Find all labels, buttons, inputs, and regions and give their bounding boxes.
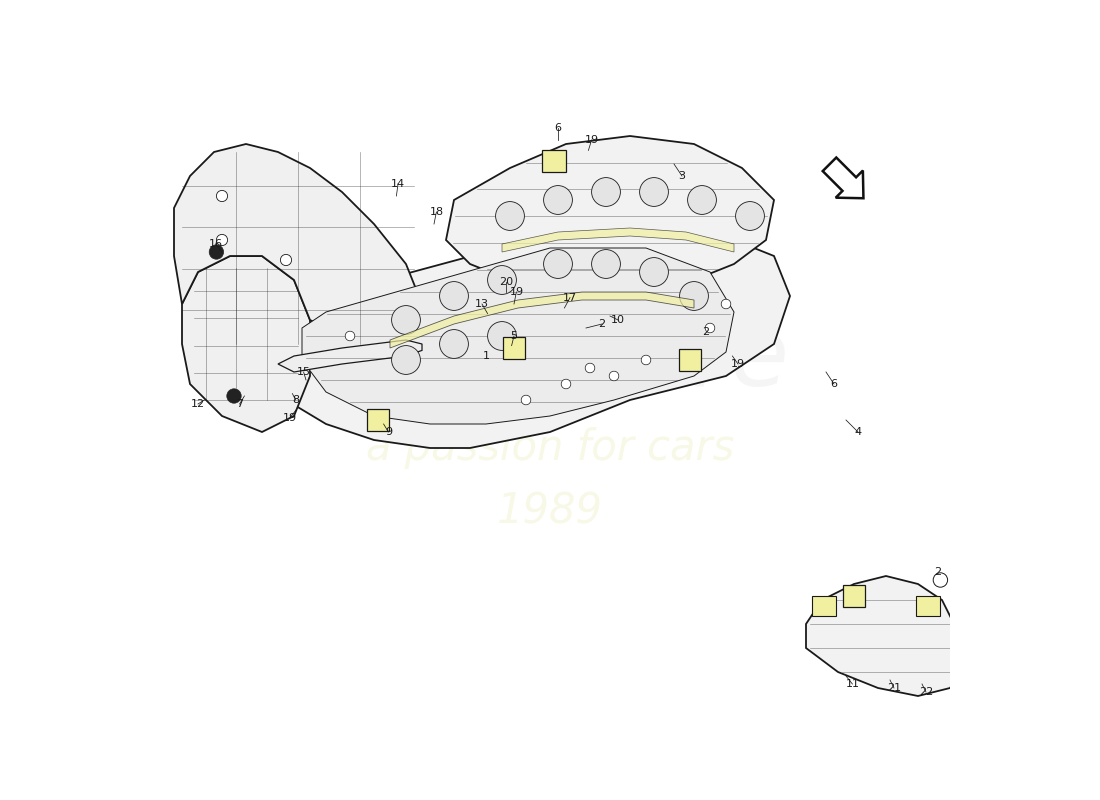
Text: 9: 9 [385, 427, 392, 437]
Circle shape [345, 331, 355, 341]
Text: 5: 5 [510, 331, 517, 341]
Text: 19: 19 [509, 287, 524, 297]
Polygon shape [446, 136, 774, 296]
Bar [366, 409, 389, 431]
Circle shape [639, 258, 669, 286]
Circle shape [440, 330, 469, 358]
Text: 18: 18 [429, 207, 443, 217]
Bar [503, 337, 525, 359]
Polygon shape [823, 158, 864, 198]
Polygon shape [502, 228, 734, 252]
Text: 1989: 1989 [497, 491, 603, 533]
Text: 6: 6 [830, 379, 837, 389]
Polygon shape [390, 292, 694, 348]
Circle shape [609, 371, 619, 381]
Text: 10: 10 [610, 315, 625, 325]
Text: 20: 20 [499, 277, 513, 286]
Circle shape [722, 299, 730, 309]
Text: 3: 3 [679, 171, 685, 181]
Text: 19: 19 [730, 359, 745, 369]
Circle shape [592, 178, 620, 206]
Text: 14: 14 [390, 179, 405, 189]
Bar [679, 349, 701, 371]
Text: 21: 21 [887, 683, 901, 693]
Text: a passion for cars: a passion for cars [366, 427, 734, 469]
Text: 11: 11 [846, 679, 859, 689]
Text: 1: 1 [483, 351, 490, 361]
Polygon shape [174, 144, 422, 352]
Circle shape [496, 202, 525, 230]
Circle shape [209, 245, 223, 259]
Circle shape [585, 363, 595, 373]
Text: 17: 17 [563, 293, 578, 302]
Circle shape [487, 322, 516, 350]
Bar [915, 596, 939, 616]
Polygon shape [182, 256, 310, 432]
Text: 2: 2 [598, 319, 606, 329]
Text: 6: 6 [554, 123, 561, 133]
Circle shape [521, 395, 531, 405]
Circle shape [933, 573, 947, 587]
Circle shape [639, 178, 669, 206]
Text: 8: 8 [292, 395, 299, 405]
Circle shape [217, 234, 228, 246]
Circle shape [217, 190, 228, 202]
Polygon shape [806, 576, 966, 696]
Circle shape [392, 346, 420, 374]
Text: eurospare: eurospare [310, 314, 790, 406]
Text: 19: 19 [584, 135, 598, 145]
Bar [812, 596, 836, 616]
Text: 16: 16 [209, 239, 222, 249]
Circle shape [688, 186, 716, 214]
Circle shape [227, 389, 241, 403]
Text: 2: 2 [934, 567, 942, 577]
Text: 7: 7 [236, 399, 243, 409]
Circle shape [561, 379, 571, 389]
Polygon shape [262, 224, 790, 448]
Bar [843, 585, 866, 607]
Polygon shape [302, 248, 734, 424]
Text: 15: 15 [297, 367, 310, 377]
Circle shape [641, 355, 651, 365]
Text: 19: 19 [283, 413, 297, 422]
Text: 22: 22 [918, 687, 933, 697]
Circle shape [705, 323, 715, 333]
Text: 13: 13 [475, 299, 490, 309]
Circle shape [680, 282, 708, 310]
Text: 2: 2 [703, 327, 710, 337]
Text: 12: 12 [191, 399, 205, 409]
Polygon shape [278, 340, 422, 372]
Circle shape [487, 266, 516, 294]
Circle shape [592, 250, 620, 278]
Circle shape [543, 250, 572, 278]
Circle shape [543, 186, 572, 214]
Bar [542, 150, 566, 172]
Text: 4: 4 [855, 427, 861, 437]
Circle shape [440, 282, 469, 310]
Circle shape [280, 254, 292, 266]
Circle shape [736, 202, 764, 230]
Circle shape [392, 306, 420, 334]
